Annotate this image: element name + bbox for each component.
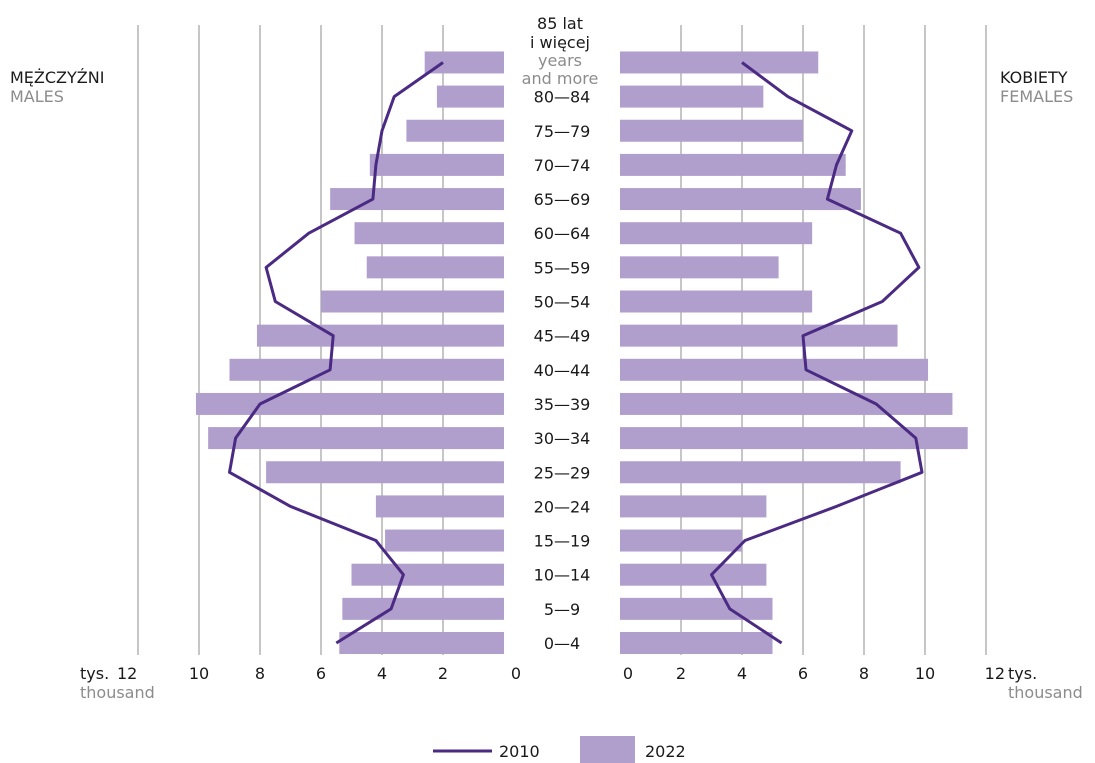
x-tick-right: 10 bbox=[915, 664, 935, 683]
top-category-line1: 85 lat bbox=[537, 14, 583, 33]
legend-bar-label: 2022 bbox=[645, 742, 686, 761]
age-group-label: 0—4 bbox=[544, 634, 580, 653]
age-group-label: 25—29 bbox=[534, 463, 591, 482]
age-group-label: 35—39 bbox=[534, 395, 591, 414]
bar-male-2022 bbox=[406, 119, 504, 142]
females-label-en: FEMALES bbox=[1000, 87, 1073, 106]
bar-female-2022 bbox=[620, 85, 764, 108]
bar-female-2022 bbox=[620, 153, 846, 176]
females-label-pl: KOBIETY bbox=[1000, 68, 1068, 87]
bar-female-2022 bbox=[620, 495, 767, 518]
bar-male-2022 bbox=[351, 563, 504, 586]
bar-male-2022 bbox=[256, 324, 504, 347]
age-group-label: 15—19 bbox=[534, 532, 591, 551]
age-group-label: 5—9 bbox=[544, 600, 580, 619]
lines-2010 bbox=[228, 61, 924, 645]
bar-female-2022 bbox=[620, 632, 773, 654]
age-group-label: 50—54 bbox=[534, 293, 591, 312]
age-group-label: 20—24 bbox=[534, 497, 591, 516]
bar-female-2022 bbox=[620, 324, 898, 347]
age-group-label: 75—79 bbox=[534, 122, 591, 141]
line-male-2010 bbox=[228, 61, 444, 645]
x-tick-left: 8 bbox=[255, 664, 265, 683]
x-tick-right: 4 bbox=[737, 664, 747, 683]
legend-line-label: 2010 bbox=[499, 742, 540, 761]
x-axis-ticks: 0 0 2 2 4 4 6 6 8 8 10 10 12 12 bbox=[117, 664, 1005, 683]
x-tick-right: 12 bbox=[985, 664, 1005, 683]
x-tick-left: 0 bbox=[511, 664, 521, 683]
bar-male-2022 bbox=[339, 632, 504, 654]
x-tick-left: 2 bbox=[438, 664, 448, 683]
bar-female-2022 bbox=[620, 188, 861, 211]
bar-male-2022 bbox=[385, 529, 504, 552]
x-tick-right: 8 bbox=[859, 664, 869, 683]
bar-male-2022 bbox=[208, 427, 504, 450]
top-category-line3: years bbox=[538, 51, 582, 70]
bar-male-2022 bbox=[424, 51, 504, 74]
bar-female-2022 bbox=[620, 51, 819, 74]
bar-female-2022 bbox=[620, 290, 813, 313]
age-group-label: 80—84 bbox=[534, 88, 591, 107]
x-tick-left: 4 bbox=[377, 664, 387, 683]
age-group-labels: 0—4 5—9 10—14 15—19 20—24 25—29 30—34 35—39 40—4… bbox=[534, 88, 591, 653]
age-group-label: 70—74 bbox=[534, 156, 591, 175]
x-unit-right-en: thousand bbox=[1008, 683, 1083, 702]
age-group-label: 40—44 bbox=[534, 361, 591, 380]
x-unit-left-en: thousand bbox=[80, 683, 155, 702]
x-tick-left: 6 bbox=[316, 664, 326, 683]
bar-female-2022 bbox=[620, 222, 813, 245]
males-label-en: MALES bbox=[10, 87, 64, 106]
bars-2022 bbox=[195, 51, 968, 654]
age-group-label: 45—49 bbox=[534, 327, 591, 346]
age-group-label: 10—14 bbox=[534, 566, 591, 585]
bar-male-2022 bbox=[195, 392, 504, 415]
top-category-line4: and more bbox=[522, 69, 599, 88]
bar-female-2022 bbox=[620, 119, 803, 142]
bar-male-2022 bbox=[342, 597, 504, 620]
age-group-label: 55—59 bbox=[534, 258, 591, 277]
age-group-label: 65—69 bbox=[534, 190, 591, 209]
bar-female-2022 bbox=[620, 563, 767, 586]
age-group-label: 30—34 bbox=[534, 429, 591, 448]
x-tick-right: 6 bbox=[798, 664, 808, 683]
bar-male-2022 bbox=[229, 358, 504, 381]
bar-female-2022 bbox=[620, 358, 929, 381]
line-female-2010 bbox=[710, 61, 924, 645]
legend-bar-swatch bbox=[580, 736, 635, 763]
x-unit-right-pl: tys. bbox=[1008, 664, 1037, 683]
males-label-pl: MĘŻCZYŹNI bbox=[10, 68, 104, 87]
bar-male-2022 bbox=[375, 495, 504, 518]
bar-male-2022 bbox=[354, 222, 504, 245]
age-group-label: 60—64 bbox=[534, 224, 591, 243]
x-tick-left: 12 bbox=[117, 664, 137, 683]
x-unit-left-pl: tys. bbox=[80, 664, 109, 683]
x-tick-right: 2 bbox=[676, 664, 686, 683]
legend: 2010 2022 bbox=[433, 736, 686, 763]
bar-female-2022 bbox=[620, 597, 773, 620]
x-tick-right: 0 bbox=[623, 664, 633, 683]
bar-male-2022 bbox=[436, 85, 504, 108]
bar-male-2022 bbox=[266, 461, 504, 484]
bar-female-2022 bbox=[620, 427, 968, 450]
top-category-line2: i więcej bbox=[530, 33, 590, 52]
bar-male-2022 bbox=[366, 256, 504, 279]
x-tick-left: 10 bbox=[189, 664, 209, 683]
bar-male-2022 bbox=[321, 290, 504, 313]
bar-female-2022 bbox=[620, 461, 901, 484]
bar-female-2022 bbox=[620, 529, 742, 552]
bar-female-2022 bbox=[620, 392, 953, 415]
bar-female-2022 bbox=[620, 256, 779, 279]
bar-male-2022 bbox=[369, 153, 504, 176]
